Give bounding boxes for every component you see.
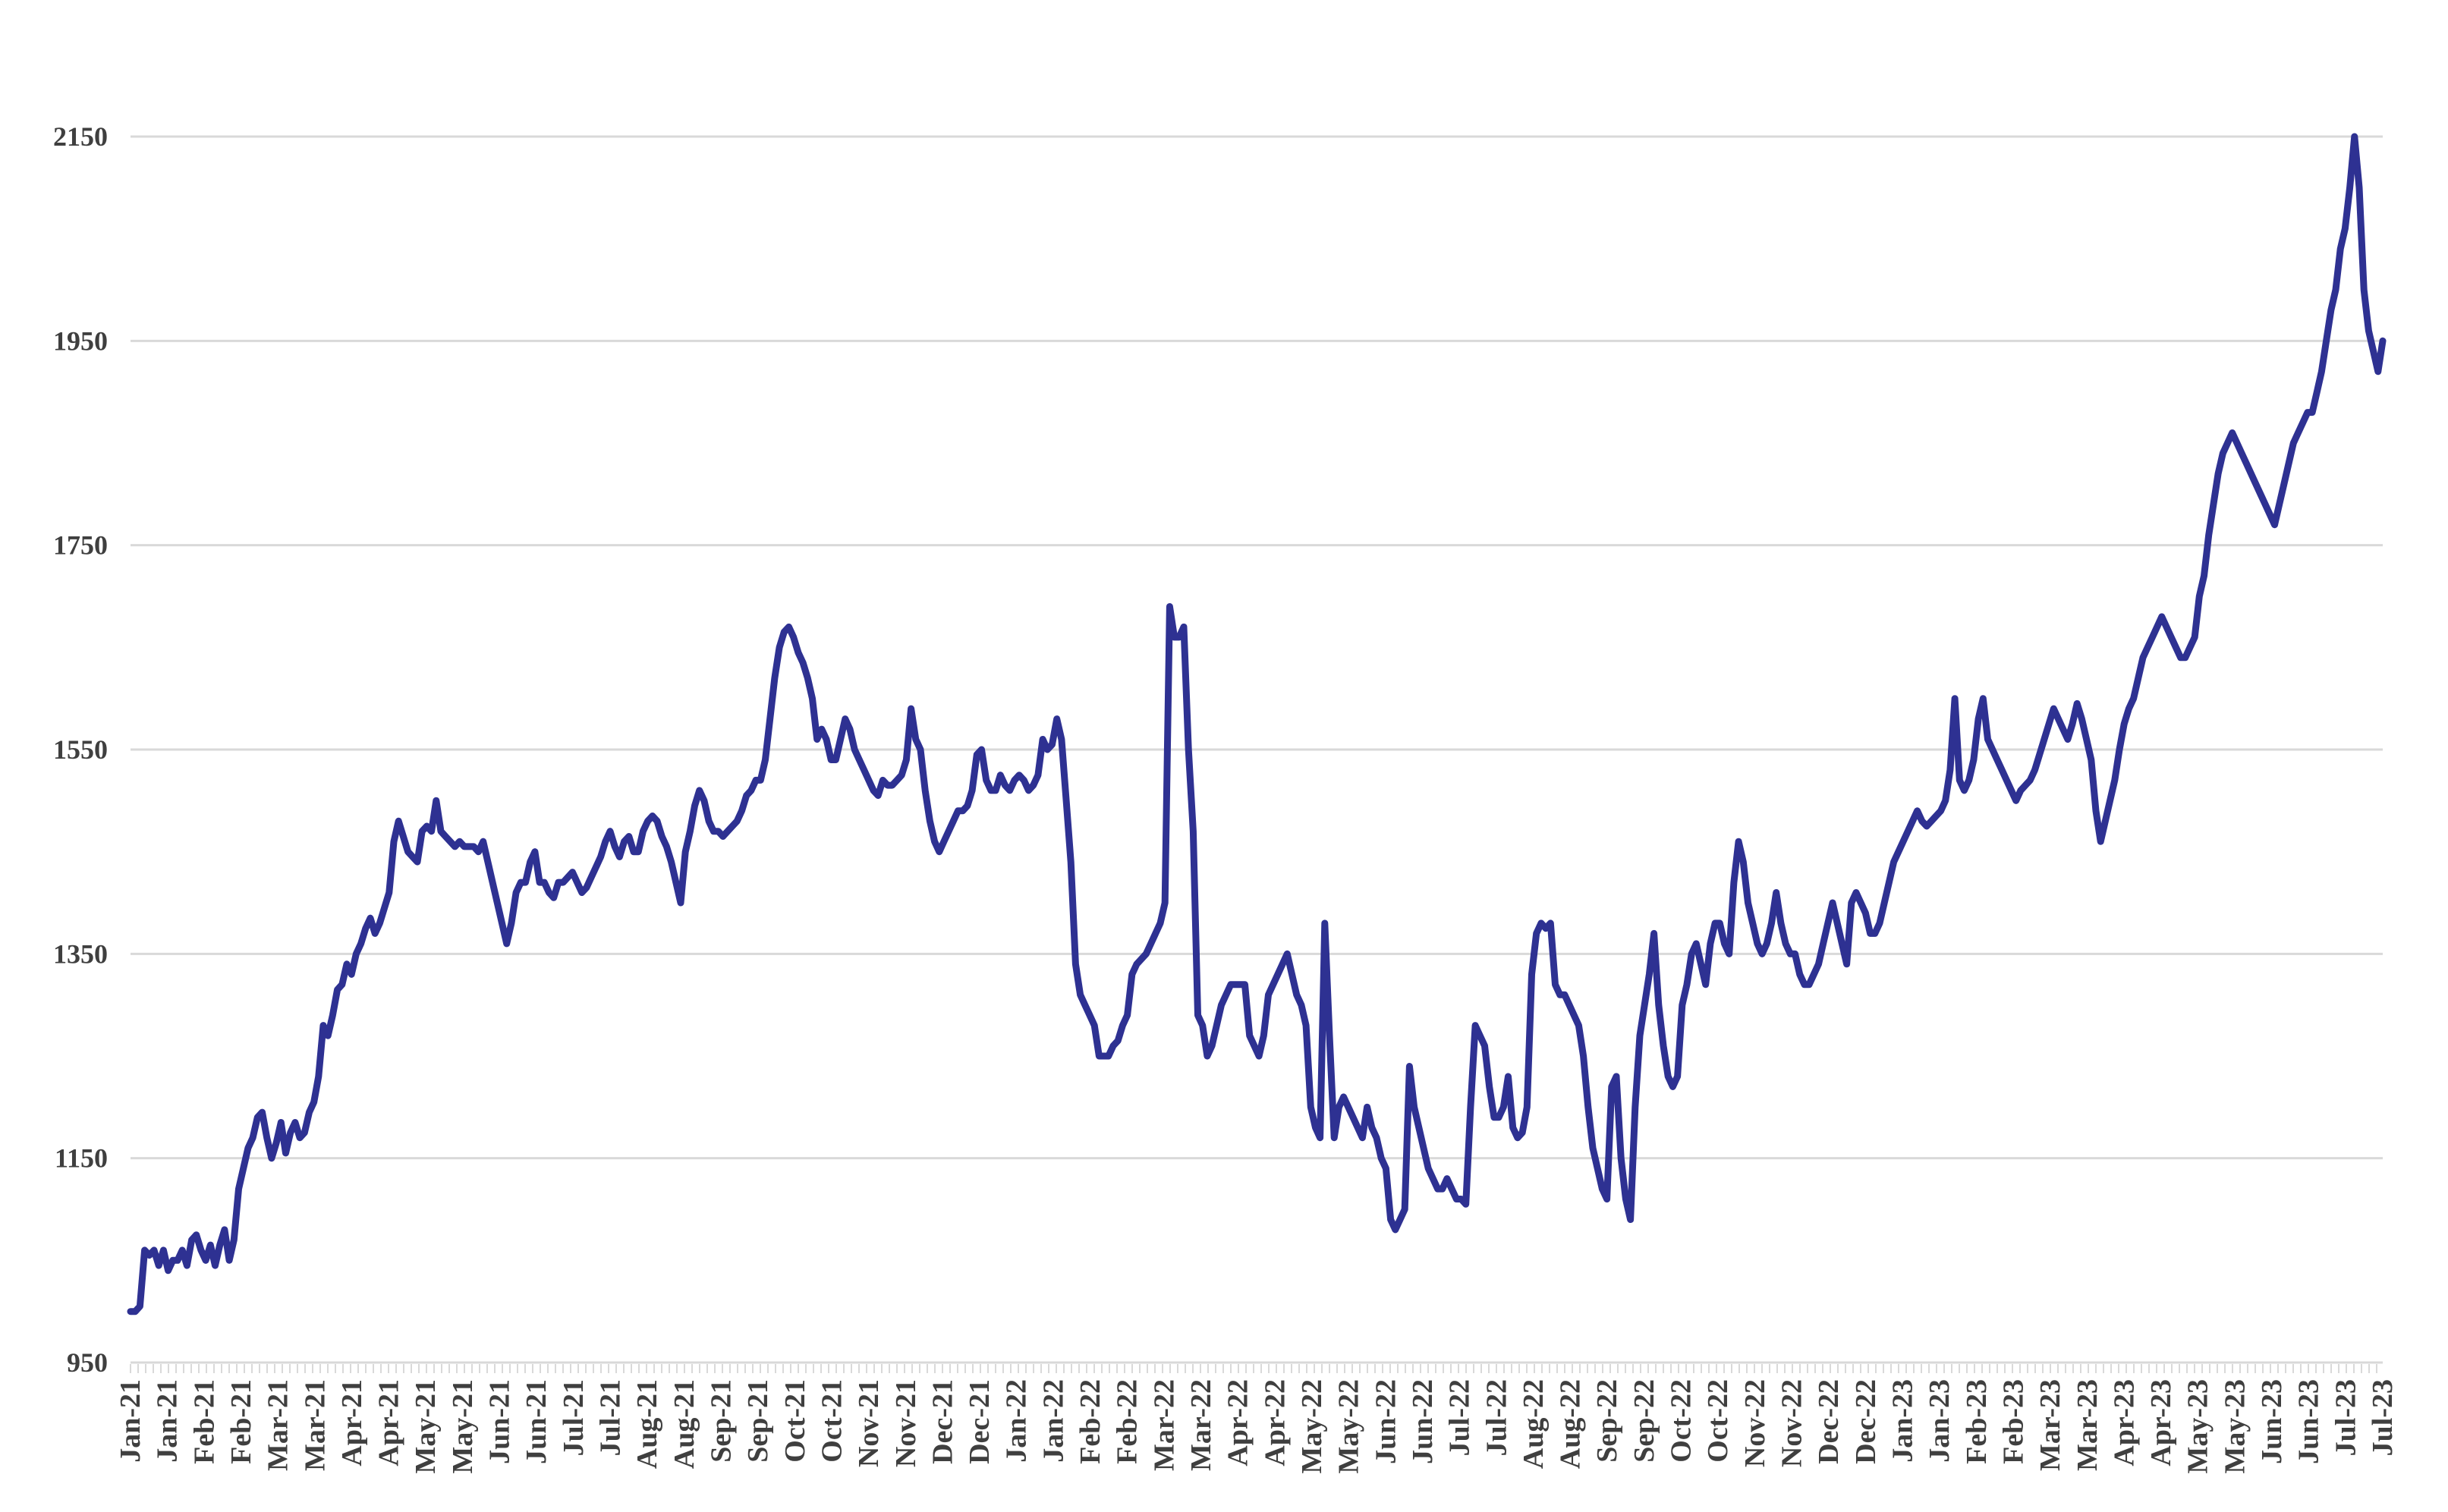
x-tick-label: May-21	[447, 1379, 479, 1474]
x-tick-label: Mar-21	[299, 1379, 331, 1471]
x-tick-label: Sep-22	[1591, 1379, 1623, 1463]
x-tick-label: Aug-21	[669, 1379, 700, 1469]
x-tick-label: Oct-21	[779, 1379, 811, 1463]
x-tick-label: Jul-21	[595, 1379, 627, 1456]
x-tick-label: Nov-21	[890, 1379, 922, 1467]
x-tick-label: Sep-21	[742, 1379, 774, 1463]
x-tick-label: Apr-22	[1222, 1379, 1254, 1466]
y-tick-label: 1750	[53, 530, 108, 561]
x-tick-label: Jul-21	[558, 1379, 590, 1456]
x-tick-label: May-23	[2182, 1379, 2214, 1474]
x-tick-label: Feb-23	[1961, 1379, 1993, 1464]
x-tick-label: Feb-21	[225, 1379, 257, 1464]
x-tick-label: Jun-23	[2293, 1379, 2325, 1464]
x-tick-label: Aug-22	[1555, 1379, 1587, 1469]
x-tick-label: May-23	[2219, 1379, 2251, 1474]
x-tick-label: Nov-22	[1776, 1379, 1808, 1467]
x-tick-label: Dec-22	[1850, 1379, 1882, 1464]
x-tick-label: Mar-22	[1148, 1379, 1180, 1471]
gridlines	[130, 135, 2383, 1373]
x-tick-label: Apr-23	[2145, 1379, 2177, 1466]
x-tick-label: Jul-23	[2367, 1379, 2399, 1456]
x-tick-label: Mar-23	[2072, 1379, 2103, 1471]
y-tick-label: 2150	[53, 121, 108, 152]
x-tick-label: Nov-21	[853, 1379, 885, 1467]
x-tick-label: Mar-22	[1185, 1379, 1217, 1471]
x-tick-label: Sep-21	[705, 1379, 737, 1463]
x-tick-label: Jun-21	[484, 1379, 516, 1464]
y-axis-tick-labels: 950 1150 1350 1550 1750 1950 2150	[53, 121, 108, 1378]
x-tick-label: Apr-23	[2108, 1379, 2140, 1466]
x-tick-label: Feb-23	[1997, 1379, 2029, 1464]
x-tick-label: Jan-23	[1924, 1379, 1956, 1463]
x-tick-label: Jun-21	[521, 1379, 552, 1464]
x-axis-tick-labels: Jan-21 Jan-21 Feb-21 Feb-21 Mar-21 Mar-21 Apr-…	[115, 1379, 2399, 1474]
x-tick-label: Feb-21	[188, 1379, 220, 1464]
x-tick-label: Jul-23	[2330, 1379, 2361, 1456]
x-tick-label: Dec-21	[927, 1379, 958, 1464]
x-tick-label: Dec-21	[964, 1379, 996, 1464]
y-tick-label: 1150	[55, 1143, 108, 1174]
series-layer	[127, 133, 2387, 1316]
x-tick-label: Apr-22	[1259, 1379, 1291, 1466]
y-tick-label: 1950	[53, 325, 108, 356]
x-tick-label: Jul-22	[1444, 1379, 1476, 1456]
x-tick-label: Jun-23	[2256, 1379, 2288, 1464]
x-tick-label: Aug-22	[1518, 1379, 1550, 1469]
x-tick-label: Oct-21	[816, 1379, 848, 1463]
x-tick-label: Jan-21	[152, 1379, 184, 1463]
x-tick-label: Feb-22	[1112, 1379, 1144, 1464]
x-tick-label: Jan-22	[1001, 1379, 1033, 1463]
x-tick-label: Jan-23	[1886, 1379, 1918, 1463]
y-tick-label: 950	[67, 1347, 108, 1378]
x-tick-label: May-22	[1333, 1379, 1365, 1474]
x-tick-label: Oct-22	[1702, 1379, 1734, 1463]
x-tick-label: Feb-22	[1075, 1379, 1106, 1464]
x-tick-label: Jan-21	[115, 1379, 146, 1463]
x-tick-label: May-22	[1296, 1379, 1328, 1474]
series-line-1	[127, 133, 2387, 1316]
x-tick-label: Jun-22	[1407, 1379, 1439, 1464]
x-tick-label: Sep-22	[1628, 1379, 1660, 1463]
x-tick-label: Aug-21	[631, 1379, 663, 1469]
x-tick-label: Jun-22	[1370, 1379, 1402, 1464]
x-tick-label: May-21	[410, 1379, 442, 1474]
x-tick-label: Oct-22	[1666, 1379, 1698, 1463]
x-tick-label: Jul-22	[1480, 1379, 1512, 1456]
x-tick-label: Apr-21	[373, 1379, 405, 1466]
y-tick-label: 1350	[53, 938, 108, 969]
x-tick-label: Apr-21	[336, 1379, 368, 1466]
x-tick-label: Jan-22	[1037, 1379, 1069, 1463]
x-tick-label: Dec-22	[1813, 1379, 1845, 1464]
y-tick-label: 1550	[53, 734, 108, 765]
x-tick-label: Nov-22	[1739, 1379, 1771, 1467]
x-tick-label: Mar-21	[263, 1379, 294, 1471]
x-tick-label: Mar-23	[2034, 1379, 2066, 1471]
